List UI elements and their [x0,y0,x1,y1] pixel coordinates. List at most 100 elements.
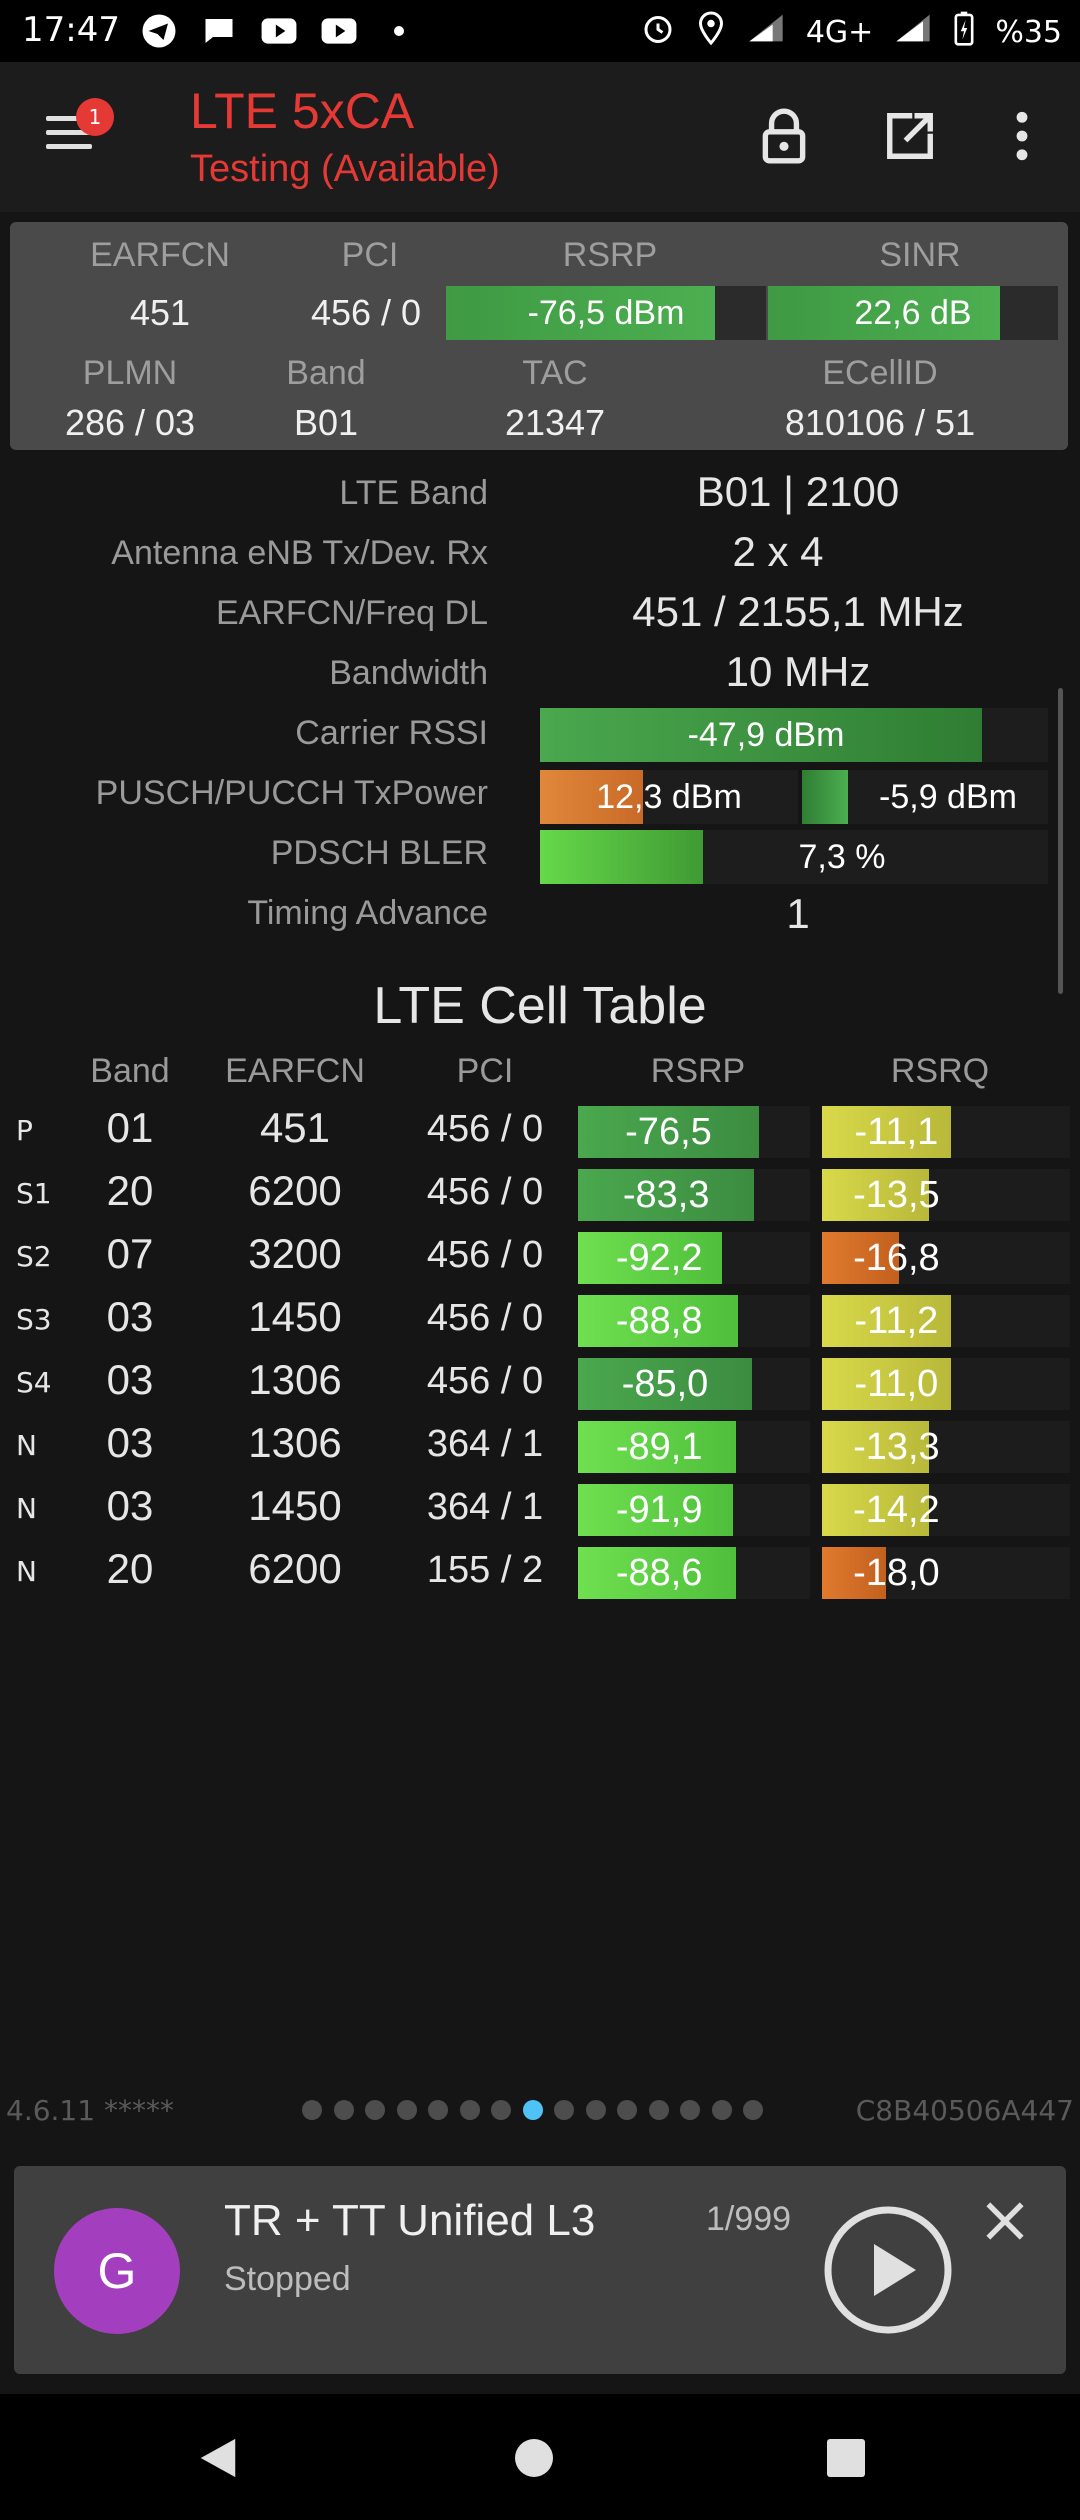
bandwidth-label: Bandwidth [329,654,488,692]
close-icon [986,2202,1024,2240]
recents-icon[interactable] [818,2430,874,2486]
page-dot[interactable] [428,2100,448,2120]
page-dot[interactable] [491,2100,511,2120]
page-dot[interactable] [554,2100,574,2120]
close-button[interactable] [980,2196,1030,2246]
cell-rsrq-bar: -14,2 [822,1484,1070,1536]
page-dot[interactable] [617,2100,637,2120]
bler-bar: 7,3 % [540,830,1048,884]
rsrp-bar-fill [446,286,715,340]
band-label: Band [286,354,366,392]
pusch-bar-fill [540,770,644,824]
cell-band: 03 [106,1482,154,1529]
menu-icon-line [46,144,92,149]
cell-rsrq-fill [822,1169,929,1221]
page-dot[interactable] [302,2100,322,2120]
cell-earfcn: 1306 [248,1419,342,1466]
sinr-value: 22,6 dB [854,293,972,332]
page-dot[interactable] [459,2100,480,2120]
status-time: 17:47 [22,10,120,50]
page-dot[interactable] [365,2100,385,2120]
page-dot[interactable] [585,2100,606,2120]
back-icon[interactable] [190,2430,246,2486]
page-dot[interactable] [680,2100,700,2120]
play-button[interactable] [822,2204,954,2336]
cell-rsrp-fill [578,1295,739,1347]
cell-band: 01 [106,1104,154,1151]
cell-rsrq: -16,8 [853,1236,940,1279]
cell-rsrq: -13,3 [853,1425,940,1468]
cell-rsrp: -92,2 [615,1236,703,1279]
pucch-value: -5,9 dBm [879,777,1017,816]
cell-rsrp-bar: -76,5 [578,1106,810,1158]
scrollbar[interactable] [1058,688,1063,994]
cell-band: 20 [106,1545,154,1592]
cell-rsrq: -18,0 [853,1551,940,1594]
cell-rsrq-bar: -11,0 [822,1358,1070,1410]
page-dot[interactable] [743,2100,763,2120]
battery-charging-icon [953,10,975,54]
page-dot[interactable] [648,2100,669,2120]
lock-icon[interactable] [752,104,816,168]
header-rsrp: RSRP [650,1052,746,1090]
cell-band: 07 [106,1230,154,1277]
antenna-label: Antenna eNB Tx/Dev. Rx [111,534,488,572]
cell-rsrq-fill [822,1295,951,1347]
signal-icon [746,11,786,53]
tac-label: TAC [522,354,588,392]
cell-pci: 456 / 0 [426,1234,544,1276]
network-type: 4G+ [805,14,874,50]
cell-pci: 364 / 1 [426,1486,544,1528]
header-band: Band [90,1052,170,1090]
table-row: N 20 6200 155 / 2 -88,6 -18,0 [0,1543,1080,1603]
cell-earfcn: 6200 [248,1167,342,1214]
earfcn-value: 451 [129,292,191,333]
rssi-label: Carrier RSSI [295,714,488,752]
device-id: C8B40506A447 [855,2094,1074,2127]
cell-earfcn: 1450 [248,1293,342,1340]
more-vert-icon[interactable] [990,104,1054,168]
cell-rsrp: -76,5 [625,1110,712,1153]
cell-rsrq-fill [822,1547,887,1599]
chat-icon [200,12,238,50]
youtube-icon [260,12,298,50]
page-dot[interactable] [396,2100,417,2120]
home-icon[interactable] [506,2430,562,2486]
avatar: G [54,2208,180,2334]
cell-rsrp-bar: -85,0 [578,1358,810,1410]
page-dot-active[interactable] [522,2100,543,2120]
cell-type: P [16,1114,33,1147]
sinr-bar-fill [768,286,1000,340]
cell-rsrq-bar: -13,3 [822,1421,1070,1473]
menu-button[interactable]: 1 [40,98,114,166]
cell-rsrp: -89,1 [615,1425,703,1468]
rsrp-value: -76,5 dBm [527,293,685,332]
cell-type: S3 [16,1303,52,1336]
cell-band: 20 [106,1167,154,1214]
cell-type: N [16,1429,37,1462]
play-icon [824,2206,952,2334]
rssi-bar: -47,9 dBm [540,708,1048,762]
cell-rsrp-bar: -89,1 [578,1421,810,1473]
cell-pci: 456 / 0 [426,1360,544,1402]
rssi-value: -47,9 dBm [687,715,845,754]
system-nav-bar [0,2394,1080,2520]
cell-earfcn: 6200 [248,1545,342,1592]
page-dot[interactable] [711,2100,732,2120]
cell-band: 03 [106,1419,154,1466]
signal-icon [893,11,933,53]
page-indicator[interactable] [302,2100,763,2120]
cell-pci: 155 / 2 [426,1549,544,1591]
cell-band: 03 [106,1293,154,1340]
page-dot[interactable] [333,2100,354,2120]
table-row: N 03 1450 364 / 1 -91,9 -14,2 [0,1480,1080,1540]
cell-type: N [16,1492,37,1525]
cell-rsrp-bar: -88,8 [578,1295,810,1347]
bler-value: 7,3 % [798,837,886,876]
telegram-icon [140,12,178,50]
table-row: P 01 451 456 / 0 -76,5 -11,1 [0,1102,1080,1162]
cell-pci: 456 / 0 [426,1171,544,1213]
table-row: S1 20 6200 456 / 0 -83,3 -13,5 [0,1165,1080,1225]
cell-rsrq-bar: -13,5 [822,1169,1070,1221]
open-external-icon[interactable] [878,104,942,168]
